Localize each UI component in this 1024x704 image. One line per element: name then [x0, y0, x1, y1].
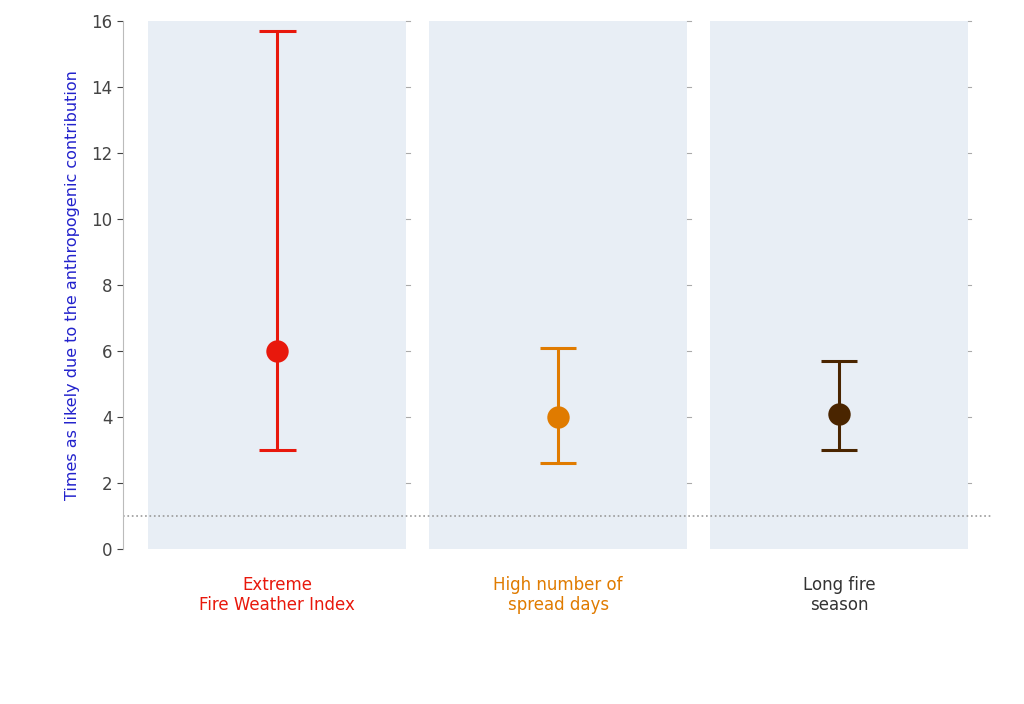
Text: Extreme
Fire Weather Index: Extreme Fire Weather Index — [200, 576, 355, 615]
Point — [269, 346, 286, 357]
Point — [550, 411, 566, 422]
Point — [830, 408, 847, 420]
Bar — [710, 21, 968, 549]
Bar — [148, 21, 407, 549]
Y-axis label: Times as likely due to the anthropogenic contribution: Times as likely due to the anthropogenic… — [66, 70, 80, 500]
Bar — [429, 21, 687, 549]
Text: High number of
spread days: High number of spread days — [494, 576, 623, 615]
Text: Long fire
season: Long fire season — [803, 576, 876, 615]
